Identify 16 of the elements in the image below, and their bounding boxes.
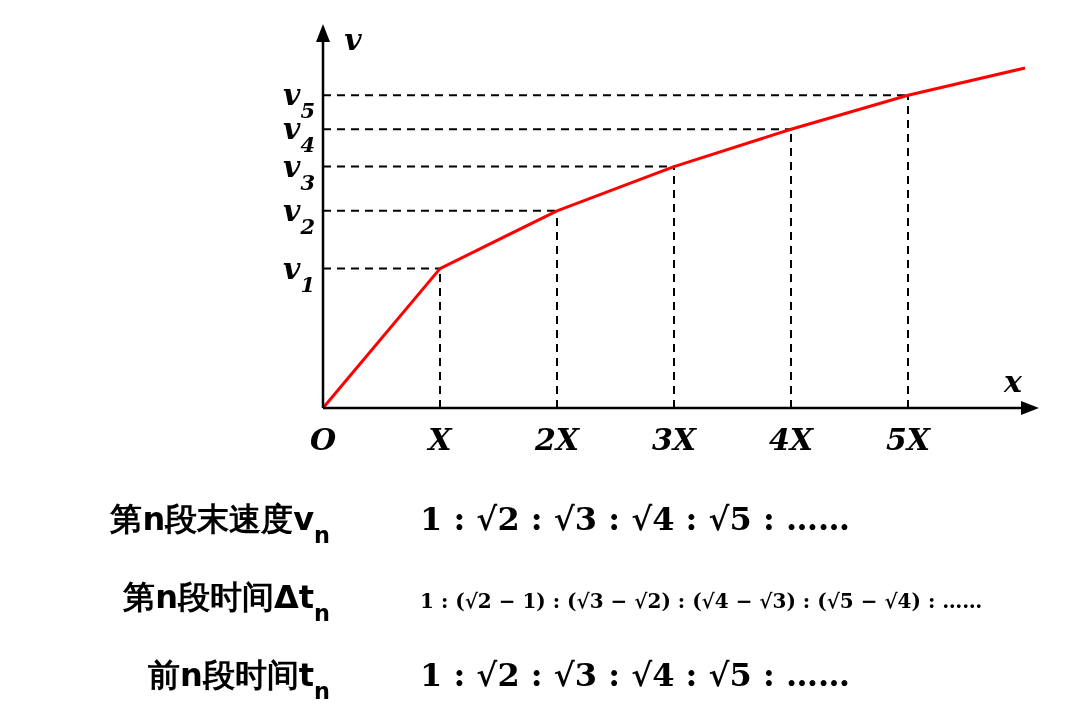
x-tick-label: O bbox=[309, 422, 337, 457]
x-tick-label: 3X bbox=[651, 422, 698, 457]
y-axis-title: v bbox=[344, 22, 363, 57]
text: 第n段时间Δt$_{n}$ bbox=[122, 578, 330, 626]
text: 1 : (√2 − 1) : (√3 − √2) : (√4 − √3) : (√5 − √4) : …… bbox=[420, 589, 983, 613]
x-axis-title: x bbox=[1003, 364, 1024, 399]
x-tick-label: 5X bbox=[885, 422, 932, 457]
ref-line-label: v$_{1}$ bbox=[282, 250, 315, 297]
x-tick-label: X bbox=[426, 422, 454, 457]
ref-line-label: v$_{2}$ bbox=[282, 192, 315, 239]
text: 1 : √2 : √3 : √4 : √5 : …… bbox=[420, 656, 850, 694]
text: 第n段末速度v$_{n}$ bbox=[109, 500, 330, 548]
x-tick-label: 2X bbox=[533, 422, 581, 457]
text: 1 : √2 : √3 : √4 : √5 : …… bbox=[420, 500, 850, 538]
text: 前n段时间t$_{n}$ bbox=[147, 656, 330, 704]
x-tick-label: 4X bbox=[768, 422, 815, 457]
